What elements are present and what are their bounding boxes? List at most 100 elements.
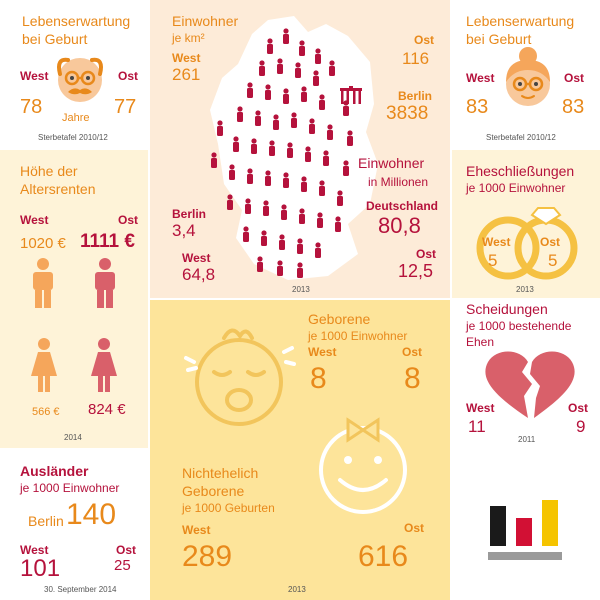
pop-west-label: West — [172, 51, 201, 65]
life-female-west-label: West — [466, 71, 495, 85]
foreigners-west-value: 101 — [20, 555, 61, 582]
person-icon — [315, 48, 321, 64]
grandfather-icon — [57, 57, 103, 102]
person-icon — [283, 28, 289, 44]
person-icon — [335, 216, 341, 232]
pop-berlin2-value: 3,4 — [172, 221, 196, 240]
marriages-title-1: Eheschließungen — [466, 163, 575, 179]
divorces-title-1: Scheidungen — [466, 301, 548, 317]
births-title-1: Geborene — [308, 311, 371, 327]
pensions-west-male: 1020 € — [20, 235, 66, 252]
statistics-logo — [488, 500, 562, 560]
illegit-title-3: je 1000 Geburten — [182, 501, 275, 515]
person-icon — [281, 204, 287, 220]
pensions-title-2: Altersrenten — [20, 181, 96, 197]
grandmother-icon — [506, 47, 550, 106]
person-icon — [309, 118, 315, 134]
life-male-source: Sterbetafel 2010/12 — [38, 133, 108, 142]
person-icon — [277, 58, 283, 74]
person-icon — [297, 238, 303, 254]
pop-de-value: 80,8 — [378, 213, 421, 238]
person-icon — [327, 124, 333, 140]
pop-berlin-value: 3838 — [386, 103, 429, 124]
person-icon — [217, 120, 223, 136]
person-icon — [265, 170, 271, 186]
person-icon — [267, 38, 273, 54]
person-icon — [243, 226, 249, 242]
person-icon — [329, 60, 335, 76]
illegit-west-label: West — [182, 523, 211, 537]
smiling-baby-icon — [319, 417, 407, 514]
person-icon — [279, 234, 285, 250]
logo-bar-gold — [542, 500, 558, 546]
pop-ost-value: 116 — [402, 49, 430, 68]
person-icon — [299, 40, 305, 56]
person-icon — [233, 136, 239, 152]
panel-divorces: Scheidungen je 1000 bestehende Ehen West… — [452, 300, 600, 448]
divorces-ost-value: 9 — [576, 417, 586, 436]
person-icon — [337, 190, 343, 206]
pensions-ost-label: Ost — [118, 213, 139, 227]
panel-foreigners: Ausländer je 1000 Einwohner Berlin 140 W… — [0, 450, 148, 600]
life-male-title-2: bei Geburt — [22, 31, 88, 47]
illegit-ost-value: 616 — [358, 540, 409, 573]
person-icon — [283, 172, 289, 188]
births-west-value: 8 — [310, 362, 327, 395]
pop-ost2-label: Ost — [416, 247, 437, 261]
pop-west2-label: West — [182, 251, 211, 265]
panel-marriages: Eheschließungen je 1000 Einwohner West O… — [452, 150, 600, 298]
pop-de-label: Deutschland — [366, 199, 439, 213]
person-icon — [299, 208, 305, 224]
person-icon — [319, 94, 325, 110]
marriages-west-value: 5 — [488, 251, 498, 270]
panel-life-expectancy-male: Lebenserwartung bei Geburt West Ost 78 7… — [0, 0, 148, 148]
life-male-west-label: West — [20, 69, 49, 83]
pensions-title-1: Höhe der — [20, 163, 78, 179]
person-icon — [277, 260, 283, 276]
marriages-year: 2013 — [516, 285, 534, 294]
births-west-label: West — [308, 345, 337, 359]
person-icon — [317, 212, 323, 228]
person-icon — [269, 140, 275, 156]
foreigners-title-1: Ausländer — [20, 463, 89, 479]
panel-pensions: Höhe der Altersrenten West Ost 1020 € 11… — [0, 150, 148, 448]
divorces-title-3: Ehen — [466, 335, 495, 349]
pensions-ost-female: 824 € — [88, 401, 126, 418]
life-female-ost-value: 83 — [562, 96, 585, 118]
man-icon-ost — [95, 258, 115, 308]
marriages-ost-value: 5 — [548, 251, 558, 270]
pop-berlin-label: Berlin — [398, 89, 433, 103]
person-icon — [257, 256, 263, 272]
logo-bar-red — [516, 518, 532, 546]
person-icon — [305, 146, 311, 162]
life-male-unit: Jahre — [62, 112, 90, 124]
person-icon — [315, 242, 321, 258]
person-icon — [259, 60, 265, 76]
broken-heart-icon — [485, 351, 575, 418]
pop-west2-value: 64,8 — [182, 265, 216, 284]
divorces-year: 2011 — [518, 435, 536, 444]
person-icon — [283, 88, 289, 104]
person-icon — [323, 150, 329, 166]
panel-logo — [452, 450, 600, 600]
person-icon — [251, 138, 257, 154]
person-icon — [261, 230, 267, 246]
foreigners-ost-value: 25 — [114, 557, 131, 574]
brandenburg-gate-icon — [340, 86, 362, 104]
crying-baby-icon — [184, 328, 296, 426]
person-icon — [227, 194, 233, 210]
wedding-rings-icon — [476, 207, 578, 280]
panel-life-expectancy-female: Lebenserwartung bei Geburt West Ost 83 8… — [452, 0, 600, 148]
man-icon-west — [33, 258, 53, 308]
births-year: 2013 — [288, 585, 306, 594]
panel-population: Einwohner je km² West 261 Ost 116 Berlin… — [150, 0, 450, 298]
divorces-title-2: je 1000 bestehende — [466, 319, 572, 333]
person-icon — [287, 142, 293, 158]
foreigners-berlin-label: Berlin — [28, 513, 64, 529]
person-icon — [291, 112, 297, 128]
illegit-title-1: Nichtehelich — [182, 465, 259, 481]
life-female-west-value: 83 — [466, 96, 489, 118]
foreigners-title-2: je 1000 Einwohner — [20, 481, 120, 495]
life-female-title-2: bei Geburt — [466, 31, 532, 47]
panel-births: Geborene je 1000 Einwohner West Ost 8 8 … — [150, 300, 450, 600]
